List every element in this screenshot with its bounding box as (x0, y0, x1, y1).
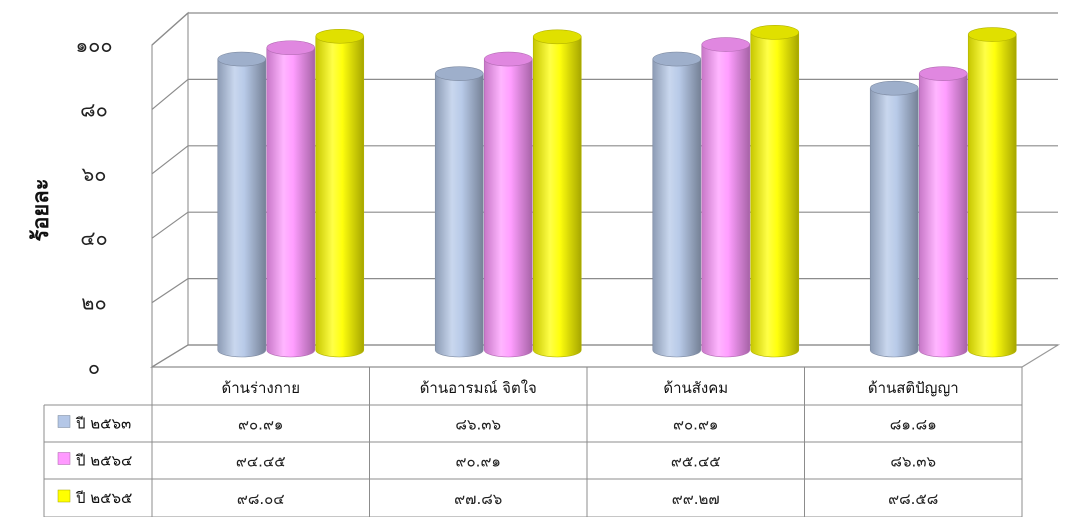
data-label: ๙๘.๐๔ (237, 490, 285, 508)
data-label: ๙๕.๔๕ (671, 453, 721, 471)
bar-body (869, 87, 919, 358)
gridline-side (151, 12, 189, 46)
legend-label: ปี ๒๕๖๓ (75, 415, 131, 433)
bar-top (532, 29, 582, 45)
data-label: ๙๗.๘๖ (454, 490, 502, 508)
bar-top (750, 25, 800, 40)
gridline-side (151, 278, 189, 304)
bar-body (967, 34, 1017, 358)
y-tick-label: ๔๐ (80, 226, 107, 250)
data-label: ๘๖.๓๖ (890, 453, 936, 471)
bar-top (217, 51, 267, 67)
data-label: ๘๖.๓๖ (455, 416, 501, 434)
bar (434, 66, 484, 358)
bar-top (483, 51, 533, 67)
y-tick-label: ๑๐๐ (75, 33, 112, 57)
gridline-side (151, 211, 189, 239)
legend-swatch (57, 415, 71, 428)
x-tick-label: ด้านอารมณ์ จิตใจ (420, 379, 537, 397)
bar (315, 28, 365, 358)
data-label: ๘๑.๘๑ (890, 416, 937, 434)
legend-swatch (57, 489, 71, 503)
y-axis-label: ร้อยละ (29, 178, 54, 241)
bar-body (483, 58, 533, 358)
bar-top (701, 37, 751, 52)
y-tick-label: ๐ (88, 355, 100, 379)
bar-body (434, 73, 484, 358)
x-tick-label: ด้านสติปัญญา (868, 379, 959, 397)
data-label: ๙๙.๒๗ (672, 490, 720, 508)
y-tick-labels: ๐ ๒๐ ๔๐ ๖๐ ๘๐ ๑๐๐ (75, 33, 112, 379)
bar-body (701, 44, 751, 358)
bar (967, 27, 1017, 358)
bar (266, 40, 316, 358)
y-tick-label: ๘๐ (80, 97, 108, 121)
bars (217, 25, 1017, 358)
bar-top (266, 40, 316, 56)
bar-body (918, 73, 968, 358)
legend-label: ปี ๒๕๖๔ (75, 452, 132, 470)
bar-body (266, 47, 316, 358)
legend-swatch (57, 452, 71, 465)
gridline-side (151, 145, 189, 175)
bar (750, 25, 800, 358)
bar (869, 80, 919, 358)
gridline-side (151, 78, 189, 110)
bar-body (750, 32, 800, 358)
legend-label: ปี ๒๕๖๕ (75, 489, 132, 507)
side-wall (151, 11, 189, 369)
x-tick-label: ด้านสังคม (663, 379, 728, 397)
data-label: ๙๐.๙๑ (673, 416, 718, 434)
bar (652, 51, 702, 358)
data-label: ๙๐.๙๑ (238, 416, 283, 434)
bar-top (652, 51, 702, 67)
data-label: ๙๘.๕๘ (888, 490, 938, 508)
bar-body (532, 36, 582, 358)
bar-body (217, 58, 267, 358)
bar-top (434, 66, 484, 81)
bar (483, 51, 533, 358)
bar-top (869, 80, 919, 96)
bar (918, 66, 968, 358)
bar (217, 51, 267, 358)
x-tick-label: ด้านร่างกาย (221, 379, 300, 397)
y-tick-label: ๒๐ (81, 291, 106, 315)
bar-top (918, 66, 968, 81)
bar-top (967, 27, 1017, 42)
gridline-side (151, 344, 189, 368)
bar-top (315, 28, 365, 44)
data-label: ๙๔.๔๕ (236, 453, 286, 471)
bar (701, 37, 751, 358)
y-tick-label: ๖๐ (82, 162, 107, 186)
bar (532, 29, 582, 358)
bar-body (315, 35, 365, 358)
data-label: ๙๐.๙๑ (456, 453, 501, 471)
data-table: ด้านร่างกาย ด้านอารมณ์ จิตใจ ด้านสังคม ด้าน… (43, 366, 1023, 517)
bar-body (652, 58, 702, 358)
